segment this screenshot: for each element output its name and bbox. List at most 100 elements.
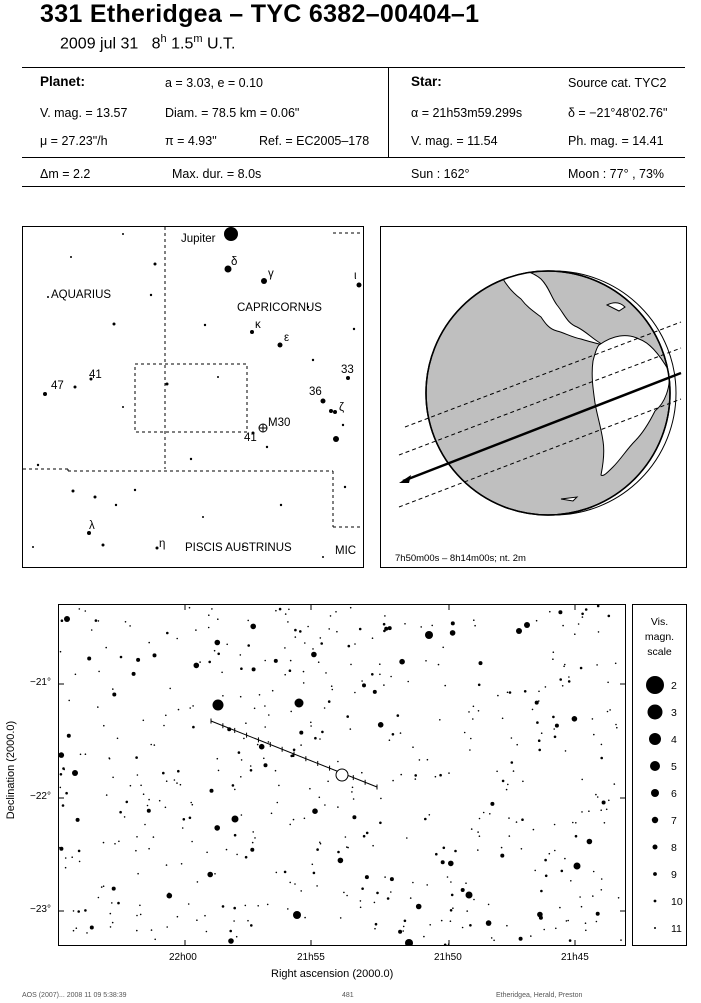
xtick-22h00: 22h00 <box>169 952 197 963</box>
field-star <box>579 666 583 670</box>
field-star <box>264 659 266 662</box>
field-star <box>600 889 603 891</box>
delta-mag: Δm = 2.2 <box>40 167 91 181</box>
field-star <box>487 903 490 906</box>
field-star <box>565 920 568 922</box>
field-star <box>478 835 481 837</box>
scale-dot <box>649 733 661 745</box>
field-star <box>575 822 577 824</box>
field-star <box>562 624 564 627</box>
field-star <box>250 623 256 630</box>
field-star <box>287 908 289 910</box>
scale-dot <box>653 899 657 903</box>
field-star <box>59 846 60 849</box>
field-star <box>299 730 304 735</box>
field-star <box>537 911 543 918</box>
field-star <box>328 628 331 630</box>
field-star <box>404 623 406 625</box>
field-star <box>59 786 62 789</box>
field-star <box>234 788 236 791</box>
field-star <box>339 917 342 919</box>
field-star <box>446 876 449 878</box>
field-star <box>247 919 249 922</box>
field-star <box>391 733 395 736</box>
field-star <box>319 841 321 844</box>
field-star <box>192 725 195 729</box>
divider <box>22 67 685 68</box>
field-star <box>205 930 208 933</box>
field-star <box>75 927 78 929</box>
scale-mag-label: 7 <box>671 815 677 827</box>
field-star <box>263 757 265 760</box>
field-star <box>426 758 429 761</box>
field-star <box>136 836 138 838</box>
field-star <box>544 686 547 688</box>
field-star <box>135 849 137 852</box>
field-star <box>243 737 245 740</box>
field-star <box>108 757 111 760</box>
field-star <box>461 926 464 929</box>
field-star <box>239 654 242 656</box>
ytick-21: −21° <box>30 677 51 688</box>
field-star <box>545 874 548 877</box>
field-star <box>307 625 309 628</box>
field-star <box>379 663 381 665</box>
field-star <box>402 930 405 932</box>
field-star <box>350 663 352 666</box>
field-star <box>292 754 294 756</box>
field-star <box>84 610 87 612</box>
divider <box>388 67 389 157</box>
field-star <box>302 682 305 684</box>
field-star <box>384 626 389 631</box>
field-star <box>311 651 317 658</box>
field-star <box>388 739 391 741</box>
field-star <box>564 857 566 860</box>
field-star <box>180 863 183 865</box>
field-star <box>258 743 265 750</box>
star-vmag: V. mag. = 11.54 <box>411 134 498 148</box>
scale-dot <box>654 927 656 929</box>
field-star <box>448 860 454 867</box>
field-star <box>158 799 161 802</box>
field-star <box>440 919 443 922</box>
field-star <box>538 690 540 693</box>
field-star <box>166 926 168 928</box>
field-star <box>440 860 445 865</box>
sky-map-svg: Jupiter AQUARIUS CAPRICORNUS PISCIS AUST… <box>23 227 363 558</box>
field-star <box>361 771 363 774</box>
field-star <box>235 935 238 938</box>
field-star <box>211 608 213 610</box>
field-star <box>275 871 278 874</box>
field-star <box>289 881 291 884</box>
field-star <box>439 773 442 777</box>
field-star <box>472 718 474 720</box>
field-star <box>253 707 256 710</box>
field-star <box>268 714 270 716</box>
field-star <box>560 869 564 873</box>
field-star <box>323 707 326 709</box>
field-star <box>376 891 379 895</box>
field-star <box>390 891 392 893</box>
field-star <box>247 619 249 622</box>
field-star <box>372 844 374 847</box>
field-star <box>482 811 485 814</box>
field-star <box>181 827 184 829</box>
field-star <box>321 730 324 734</box>
xtick-21h45: 21h45 <box>561 952 589 963</box>
field-star <box>275 609 277 612</box>
field-star <box>240 667 243 670</box>
field-star <box>473 619 475 621</box>
field-star <box>244 904 247 907</box>
field-star <box>409 897 412 899</box>
xtick-21h50: 21h50 <box>434 952 462 963</box>
field-star <box>403 919 407 923</box>
field-star <box>452 907 454 909</box>
field-star <box>354 691 356 694</box>
star-heading: Star: <box>411 74 442 89</box>
field-star <box>396 714 400 717</box>
field-star <box>554 723 559 728</box>
field-star <box>111 902 113 904</box>
field-star <box>553 728 555 730</box>
field-star <box>251 667 256 672</box>
field-star <box>379 821 382 825</box>
